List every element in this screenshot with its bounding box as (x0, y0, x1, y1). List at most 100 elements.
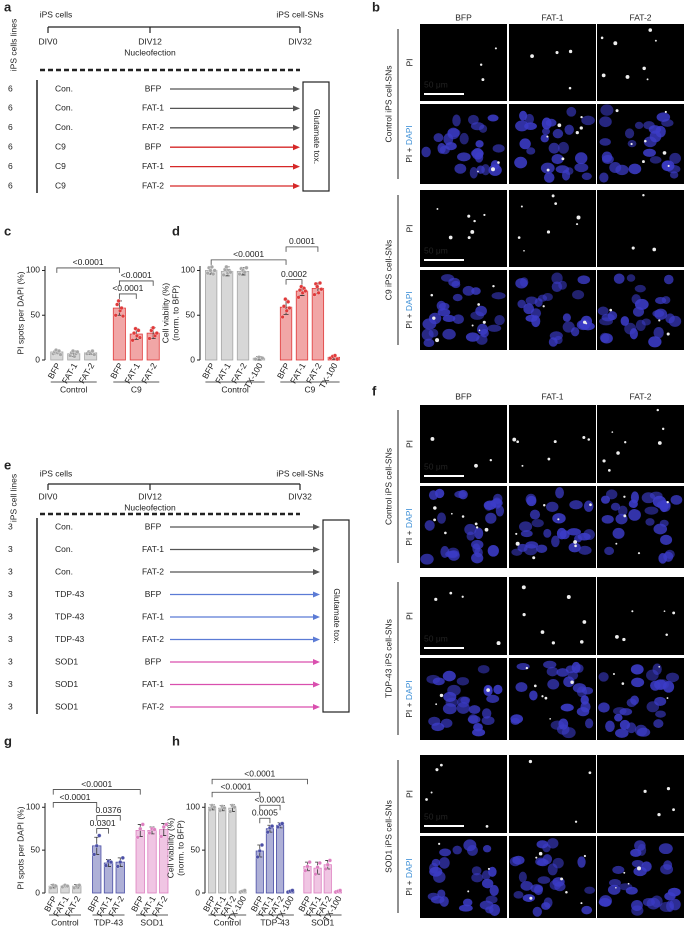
data-point (303, 289, 308, 294)
nucleus (463, 839, 477, 852)
pi-spot (481, 78, 485, 82)
nucleus (634, 724, 648, 737)
nucleus (537, 294, 548, 302)
timeline-event: Nucleofection (124, 502, 176, 512)
row-label-dapi: DAPI (404, 125, 414, 145)
significance-bracket (96, 815, 121, 821)
x-tick-label: FAT-2 (139, 361, 159, 385)
nucleus (626, 274, 636, 282)
arrow-head (293, 183, 300, 189)
pi-spot (574, 544, 577, 548)
group-label: SOD1 (140, 917, 163, 927)
nucleus (440, 274, 455, 282)
arrow-head (313, 636, 320, 643)
arrow-head (293, 86, 300, 92)
cell-line: TDP-43 (55, 589, 85, 599)
nucleus (583, 500, 594, 512)
nucleus (634, 298, 649, 310)
y-tick-label: 50 (31, 844, 41, 854)
pi-spot (589, 503, 592, 507)
nucleus (457, 152, 471, 162)
pi-spot (467, 236, 471, 240)
nucleus (513, 891, 524, 899)
scale-bar-label: 50 μm (424, 79, 448, 89)
pi-spot (553, 440, 557, 444)
pi-spot (543, 504, 546, 507)
data-point (316, 290, 321, 295)
nucleus (644, 506, 659, 515)
nucleus (523, 544, 538, 556)
pi-spot (522, 613, 526, 617)
group-label: C9 (305, 384, 316, 394)
data-point (65, 884, 70, 889)
data-point (244, 265, 249, 270)
nucleus (517, 299, 526, 309)
pi-spot (479, 63, 483, 66)
cell-line: Con. (55, 566, 73, 576)
data-point (137, 335, 142, 340)
pi-spot (439, 763, 443, 767)
nucleus (576, 686, 588, 698)
line-count: 3 (8, 566, 13, 576)
construct: BFP (145, 83, 162, 93)
data-point (305, 864, 310, 869)
nucleus (468, 705, 481, 714)
nucleus (652, 309, 665, 318)
arrow-head (313, 591, 320, 598)
nucleus (566, 106, 577, 117)
nucleus (482, 845, 492, 853)
micrograph (420, 190, 507, 267)
nucleus (481, 878, 494, 889)
pi-spot (430, 293, 434, 297)
micrograph (597, 190, 684, 267)
pi-spot (588, 771, 592, 775)
group-label: C9 iPS cell-SNs (383, 240, 393, 300)
timeline-end: iPS cell-SNs (276, 468, 323, 478)
nucleus (577, 532, 591, 541)
nucleus (574, 664, 584, 673)
cell-line: SOD1 (55, 701, 78, 711)
nucleus (536, 544, 548, 553)
nucleus (439, 848, 452, 857)
pi-spot (461, 595, 464, 598)
pi-spot (523, 249, 525, 252)
group-label: Control (221, 384, 249, 394)
pi-spot (470, 230, 475, 234)
data-point (332, 353, 338, 358)
row-label-dapi: DAPI (404, 508, 414, 528)
nucleus (420, 553, 434, 565)
data-point (159, 834, 164, 839)
timeline-label: DIV12 (138, 36, 162, 46)
line-count: 6 (8, 180, 13, 190)
row-label: PI (404, 224, 414, 232)
nucleus (600, 495, 611, 504)
nucleus (578, 545, 592, 555)
data-point (161, 824, 166, 830)
nucleus (551, 535, 560, 548)
lines-header: iPS cells lines (8, 19, 18, 71)
nucleus (626, 698, 637, 708)
nucleus (495, 505, 505, 517)
arrow-head (313, 614, 320, 620)
pi-spot (549, 718, 551, 720)
data-point (312, 292, 317, 297)
nucleus (598, 702, 610, 713)
p-value: <0.0001 (60, 792, 91, 802)
pi-spot (621, 682, 625, 685)
pi-spot (491, 167, 495, 172)
nucleus (489, 903, 501, 916)
y-tick-label: 100 (181, 265, 195, 275)
nucleus (605, 489, 618, 500)
line-count: 3 (8, 656, 13, 666)
nucleus (447, 127, 460, 140)
significance-bracket (56, 267, 120, 273)
nucleus (459, 132, 469, 145)
nucleus (570, 327, 580, 337)
nucleus (663, 274, 674, 285)
timeline-label: DIV32 (288, 36, 312, 46)
nucleus (488, 164, 502, 176)
significance-bracket (52, 789, 141, 795)
p-value: <0.0001 (81, 779, 112, 789)
pi-spot (657, 812, 661, 817)
nucleus (597, 306, 609, 316)
